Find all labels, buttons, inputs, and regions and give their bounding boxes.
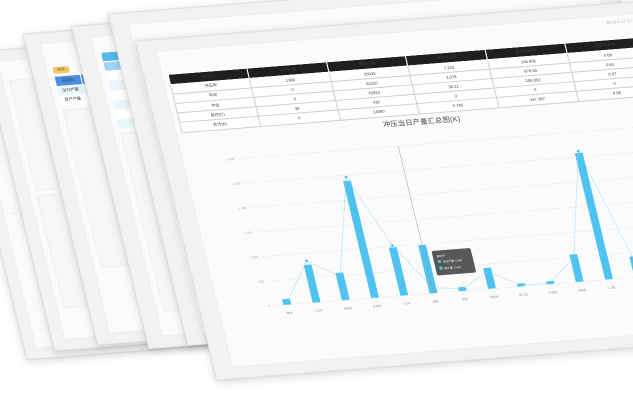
tooltip-row-0: 当日产量: 2 580: [442, 258, 463, 263]
xtick: 乙丰件: [313, 307, 323, 313]
bar: [482, 267, 496, 289]
xtick: 二门产: [401, 300, 411, 306]
bar: [303, 263, 320, 303]
bar: [628, 255, 633, 278]
svg-text:2 000: 2 000: [237, 206, 246, 211]
bar: [388, 246, 408, 296]
xtick: 内板件: [488, 293, 498, 299]
xtick: 总装件: [372, 303, 382, 309]
bar: [568, 253, 584, 282]
xtick: 大底盘: [576, 287, 586, 293]
bar-series: [281, 152, 633, 305]
svg-text:3 000: 3 000: [226, 157, 235, 162]
bar: [342, 180, 379, 298]
gridlines: [237, 124, 633, 306]
bar: [574, 152, 613, 280]
tooltip-title: 铸件甲: [436, 253, 445, 258]
y-axis-ticks: 3 000 2 500 2 000 1 500 1 000 500 0: [226, 157, 270, 308]
xtick: 小门框: [605, 284, 615, 290]
panel3-badge[interactable]: 全部: [52, 66, 70, 75]
svg-text:500: 500: [258, 279, 264, 283]
svg-text:1 500: 1 500: [243, 230, 252, 235]
xtick: 外板线: [547, 289, 557, 295]
xtick: 顶盖: [461, 296, 468, 301]
tooltip-row-1: 累计量: 2 620: [443, 265, 461, 270]
line-series-cumulative: [286, 149, 633, 303]
chart-tooltip: 铸件甲 当日产量: 2 580 累计量: 2 620: [431, 247, 476, 276]
xtick: 甲线: [285, 310, 292, 315]
xtick: 加工线: [518, 291, 528, 297]
svg-text:0: 0: [267, 304, 270, 308]
svg-text:2 500: 2 500: [232, 181, 241, 186]
svg-text:1 000: 1 000: [249, 255, 258, 260]
bar: [334, 272, 350, 301]
x-axis-ticks: 甲线 乙丰件 丙铸造 总装件 二门产 侧围 顶盖 内板件 加工线 外板线 大底盘…: [285, 284, 615, 315]
report-panel-stamping-summary[interactable]: 2018.1.17 17:31 品名别 当日产量 累计产量 当日达成数 累计达成…: [134, 0, 633, 381]
crosshair-line: [397, 145, 434, 293]
xtick: 丙铸造: [342, 305, 352, 311]
panel6-bar-chart[interactable]: 3 000 2 500 2 000 1 500 1 000 500 0: [184, 109, 633, 332]
row-label: 现产产量: [58, 93, 87, 106]
xtick: 侧围: [431, 298, 438, 303]
panel-inner: 2018.1.17 17:31 品名别 当日产量 累计产量 当日达成数 累计达成…: [155, 12, 633, 368]
panel6-chart-svg: 3 000 2 500 2 000 1 500 1 000 500 0: [226, 124, 633, 315]
